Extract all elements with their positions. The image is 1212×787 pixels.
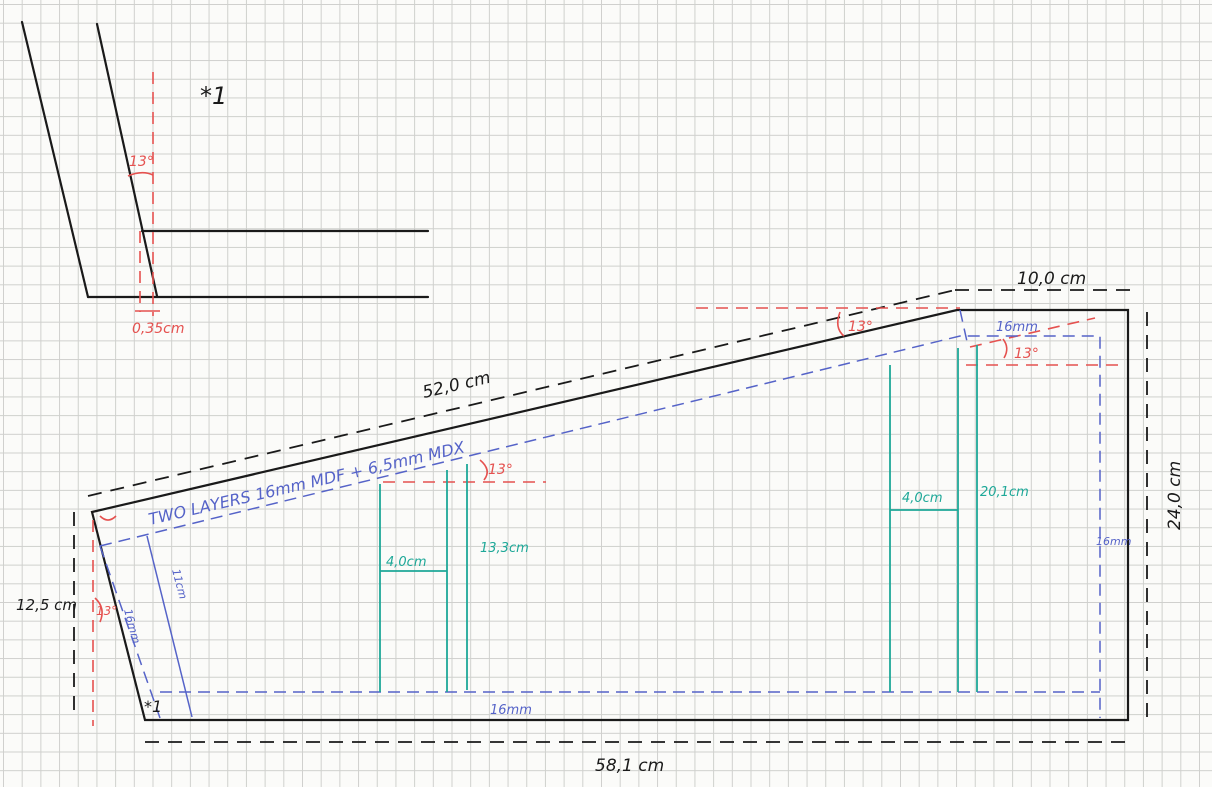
top-inner-angle-arc	[1002, 338, 1008, 359]
top-left-angle-mark	[99, 515, 117, 521]
inner-top-thickness-label: 16mm	[996, 320, 1038, 335]
layers-note: TWO LAYERS 16mm MDF + 6,5mm MDX	[147, 437, 468, 529]
angle-annotations: 13° 13° 13° 13°	[92, 307, 1118, 726]
detail-angle-label: 13°	[129, 154, 154, 170]
side-panel-outline	[90, 308, 1130, 722]
top-width-label: 10,0 cm	[1017, 269, 1086, 289]
top-outer-angle-label: 13°	[848, 319, 873, 335]
detail-marker: *1	[200, 82, 227, 110]
inner-right-thickness-label: 16mm	[1096, 535, 1131, 548]
brace-left: 4,0cm 13,3cm	[379, 464, 529, 692]
brace-width-label: 4,0cm	[902, 491, 943, 506]
slope-length-label: 52,0 cm	[421, 368, 493, 403]
detail-offset-label: 0,35cm	[132, 321, 185, 337]
detail-view: 13° 0,35cm *1	[20, 20, 430, 337]
top-inner-angle-label: 13°	[1014, 346, 1039, 362]
brace-height-label: 20,1cm	[980, 485, 1029, 500]
bottom-marker: *1	[144, 697, 162, 716]
outer-dimensions: 10,0 cm 52,0 cm 24,0 cm 12,5 cm 58,1 cm	[16, 269, 1185, 776]
left-angle-label: 13°	[96, 604, 117, 618]
inner-left-line	[99, 545, 161, 719]
left-angle-arc	[94, 597, 103, 623]
brace-width-label: 4,0cm	[386, 555, 427, 570]
main-outline	[90, 308, 1130, 722]
inner-left-height-dimension	[146, 535, 193, 718]
top-outer-angle-arc	[836, 311, 845, 337]
detail-angle-arc	[127, 171, 154, 177]
inner-top-thickness-line	[959, 309, 969, 347]
bottom-width-label: 58,1 cm	[595, 756, 664, 776]
inner-top-and-right-line	[99, 335, 1101, 718]
top-inner-slope-reference	[969, 317, 1096, 348]
brace-right: 4,0cm 20,1cm	[889, 345, 1029, 692]
brace-height-label: 13,3cm	[480, 541, 529, 556]
inner-left-height-label: 11cm	[169, 567, 190, 600]
brace-angle-label: 13°	[488, 462, 513, 478]
detail-inner-slanted-edge	[95, 22, 159, 298]
inner-bottom-thickness-label: 16mm	[490, 703, 532, 718]
left-height-label: 12,5 cm	[16, 596, 77, 614]
brace-angle-arc	[479, 459, 488, 481]
slope-dimension-line	[87, 289, 956, 497]
detail-outer-slanted-edge	[20, 20, 90, 299]
right-height-label: 24,0 cm	[1165, 461, 1185, 530]
